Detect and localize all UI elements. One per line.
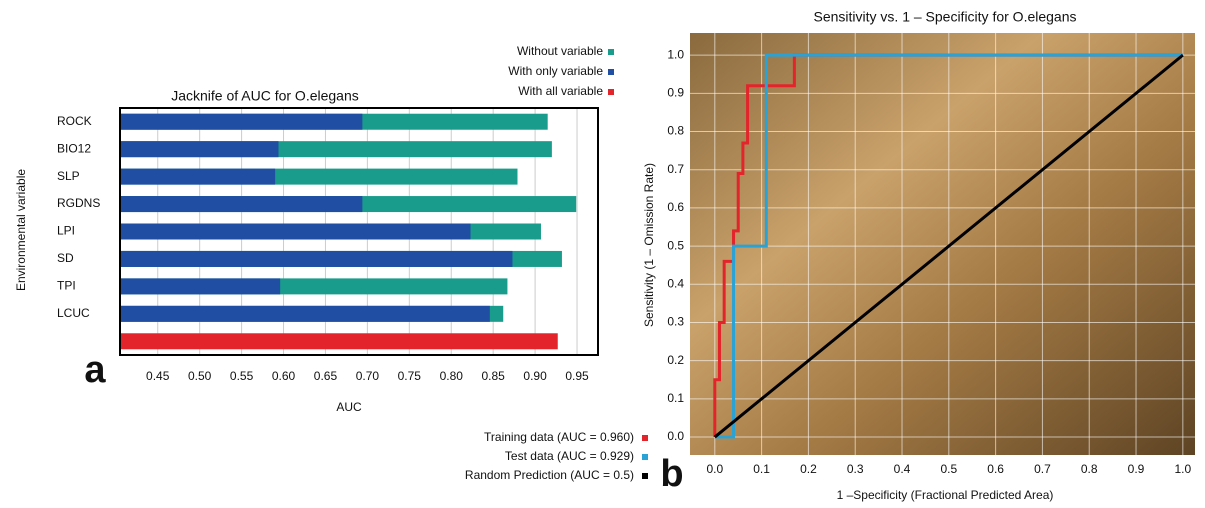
- x-tick-label: 0.65: [314, 369, 338, 383]
- x-tick-label: 0.7: [1034, 462, 1051, 476]
- y-tick-label: TPI: [57, 279, 76, 293]
- x-tick-label: 0.70: [356, 369, 380, 383]
- legend-label: Without variable: [517, 44, 603, 58]
- x-tick-label: 0.2: [800, 462, 817, 476]
- x-tick-label: 0.4: [894, 462, 911, 476]
- y-tick-label: 0.8: [667, 124, 684, 138]
- bar: [120, 278, 281, 295]
- bar: [120, 250, 513, 267]
- y-axis-label: Environmental variable: [14, 169, 28, 291]
- legend-marker: [608, 89, 614, 95]
- x-tick-label: 0.80: [440, 369, 464, 383]
- legend-label: Random Prediction (AUC = 0.5): [465, 468, 634, 482]
- y-tick-label: 0.7: [667, 162, 684, 176]
- bar: [120, 223, 471, 240]
- y-tick-label: 0.5: [667, 238, 684, 252]
- y-tick-label: 0.6: [667, 200, 684, 214]
- y-tick-label: 0.2: [667, 353, 684, 367]
- y-tick-label: 0.0: [667, 429, 684, 443]
- x-tick-label: 0.90: [523, 369, 547, 383]
- roc-line: [713, 53, 1184, 439]
- x-tick-label: 0.55: [230, 369, 254, 383]
- legend-label: Training data (AUC = 0.960): [484, 430, 634, 444]
- y-tick-label: 0.9: [667, 86, 684, 100]
- x-tick-label: 0.8: [1081, 462, 1098, 476]
- x-tick-label: 0.6: [987, 462, 1004, 476]
- panel-label: b: [660, 453, 683, 495]
- bar: [120, 333, 558, 350]
- y-tick-label: SLP: [57, 169, 80, 183]
- x-axis-label: AUC: [336, 400, 362, 414]
- y-tick-label: 0.3: [667, 315, 684, 329]
- x-tick-label: 0.1: [753, 462, 770, 476]
- x-axis-label: 1 –Specificity (Fractional Predicted Are…: [837, 488, 1054, 502]
- legend-marker: [608, 69, 614, 75]
- y-tick-label: RGDNS: [57, 196, 100, 210]
- legend-label: With only variable: [508, 64, 603, 78]
- x-tick-label: 0.9: [1128, 462, 1145, 476]
- legend-marker: [642, 454, 648, 460]
- x-tick-label: 0.5: [940, 462, 957, 476]
- plot-border: [119, 107, 599, 356]
- legend-label: With all variable: [518, 84, 603, 98]
- y-tick-label: LCUC: [57, 306, 90, 320]
- y-axis-label: Sensitivity (1 – Omission Rate): [642, 163, 656, 327]
- x-tick-label: 0.0: [706, 462, 723, 476]
- x-tick-label: 0.3: [847, 462, 864, 476]
- y-tick-label: SD: [57, 251, 74, 265]
- bar: [120, 141, 279, 158]
- legend-marker: [642, 473, 648, 479]
- x-tick-label: 0.60: [272, 369, 296, 383]
- y-tick-label: 0.1: [667, 391, 684, 405]
- x-tick-label: 0.50: [188, 369, 212, 383]
- chart-title: Jacknife of AUC for O.elegans: [171, 88, 359, 104]
- y-tick-label: 1.0: [667, 47, 684, 61]
- chart-title: Sensitivity vs. 1 – Specificity for O.el…: [814, 9, 1077, 25]
- x-tick-label: 0.45: [146, 369, 170, 383]
- bar: [120, 168, 276, 185]
- legend-marker: [642, 435, 648, 441]
- roc-line: [713, 53, 1183, 438]
- y-tick-label: LPI: [57, 224, 75, 238]
- x-tick-label: 0.95: [565, 369, 589, 383]
- x-tick-label: 0.85: [481, 369, 505, 383]
- bar: [120, 113, 363, 130]
- legend-marker: [608, 49, 614, 55]
- y-tick-label: ROCK: [57, 114, 92, 128]
- roc-line: [714, 53, 1183, 439]
- bar: [120, 196, 363, 213]
- x-tick-label: 1.0: [1174, 462, 1191, 476]
- legend-label: Test data (AUC = 0.929): [505, 449, 634, 463]
- x-tick-label: 0.75: [398, 369, 422, 383]
- bar: [120, 305, 490, 322]
- y-tick-label: BIO12: [57, 141, 91, 155]
- panel-label: a: [84, 349, 106, 391]
- y-tick-label: 0.4: [667, 276, 684, 290]
- photo-background: [690, 33, 1195, 455]
